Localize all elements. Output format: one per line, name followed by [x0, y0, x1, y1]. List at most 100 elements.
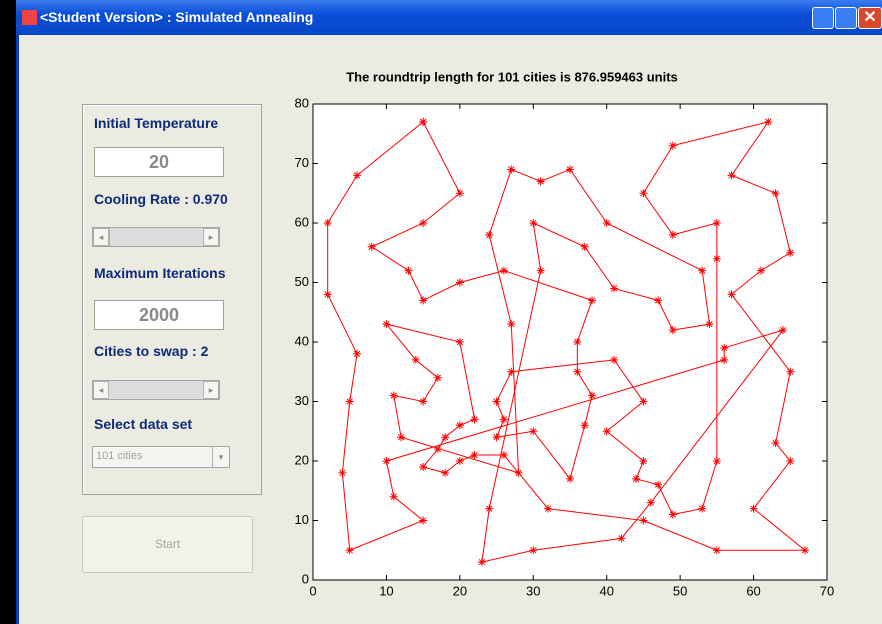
swap-label: Cities to swap : 2	[94, 343, 209, 359]
start-button[interactable]: Start	[82, 516, 253, 573]
dataset-dropdown[interactable]: 101 cities ▾	[92, 446, 230, 468]
y-tick-label: 0	[302, 571, 309, 586]
city-marker	[382, 320, 391, 329]
city-marker	[668, 141, 677, 150]
city-marker	[419, 397, 428, 406]
temperature-input[interactable]: 20	[94, 147, 224, 177]
city-marker	[455, 457, 464, 465]
chart-title: The roundtrip length for 101 cities is 8…	[346, 69, 678, 84]
city-marker	[397, 433, 406, 442]
temperature-label: Initial Temperature	[94, 115, 219, 131]
city-marker	[654, 480, 663, 489]
city-marker	[786, 248, 795, 257]
city-marker	[492, 397, 501, 406]
city-marker	[499, 415, 508, 424]
city-marker	[646, 498, 655, 507]
city-marker	[639, 397, 648, 406]
city-marker	[705, 320, 714, 329]
cooling-label: Cooling Rate : 0.970	[94, 191, 228, 207]
city-marker	[419, 117, 428, 126]
app-icon	[22, 10, 37, 25]
city-marker	[345, 546, 354, 555]
city-marker	[698, 504, 707, 513]
x-tick-label: 20	[453, 583, 467, 598]
city-marker	[580, 242, 589, 251]
window-title: <Student Version> : Simulated Annealing	[40, 9, 314, 25]
city-marker	[338, 468, 347, 477]
city-marker	[566, 165, 574, 174]
plot: The roundtrip length for 101 cities is 8…	[295, 69, 835, 598]
control-panel	[82, 104, 262, 495]
city-marker	[499, 451, 508, 460]
city-marker	[404, 266, 413, 275]
dataset-value: 101 cities	[96, 450, 143, 462]
city-marker	[800, 546, 809, 555]
x-tick-label: 0	[309, 583, 316, 598]
city-marker	[610, 355, 619, 364]
city-marker	[771, 439, 780, 448]
close-button[interactable]: ✕	[858, 7, 882, 29]
city-marker	[720, 343, 729, 352]
city-marker	[353, 349, 362, 358]
title-bar	[16, 0, 882, 35]
city-marker	[455, 189, 464, 198]
city-marker	[639, 457, 648, 465]
city-marker	[573, 338, 582, 346]
city-marker	[712, 254, 721, 263]
city-marker	[345, 397, 354, 406]
city-marker	[455, 278, 464, 287]
y-tick-label: 40	[295, 333, 309, 348]
city-marker	[617, 534, 626, 543]
city-marker	[433, 373, 442, 382]
x-tick-label: 10	[379, 583, 393, 598]
city-marker	[470, 415, 479, 424]
city-marker	[433, 445, 442, 454]
city-marker	[507, 367, 516, 376]
city-marker	[668, 510, 677, 519]
city-marker	[507, 320, 516, 329]
city-marker	[543, 504, 552, 513]
city-marker	[323, 219, 332, 227]
city-marker	[353, 171, 362, 180]
city-marker	[477, 558, 486, 567]
x-tick-label: 50	[673, 583, 687, 598]
iterations-input[interactable]: 2000	[94, 300, 224, 330]
city-marker	[455, 338, 464, 346]
city-marker	[367, 242, 376, 251]
city-marker	[492, 433, 501, 442]
city-marker	[712, 546, 721, 555]
cooling-slider[interactable]: ◂ ▸	[92, 227, 220, 247]
swap-slider[interactable]: ◂ ▸	[92, 380, 220, 400]
city-marker	[485, 230, 494, 239]
maximize-button[interactable]	[835, 7, 857, 29]
x-tick-label: 30	[526, 583, 540, 598]
y-tick-label: 80	[295, 95, 309, 110]
city-marker	[419, 462, 428, 471]
city-marker	[514, 468, 523, 477]
city-marker	[720, 355, 729, 364]
city-marker	[573, 367, 582, 376]
city-marker	[536, 177, 545, 186]
minimize-button[interactable]	[812, 7, 834, 29]
x-tick-label: 70	[820, 583, 834, 598]
city-marker	[566, 474, 574, 483]
city-marker	[602, 219, 611, 227]
city-marker	[485, 504, 494, 513]
city-marker	[727, 290, 736, 299]
city-marker	[786, 367, 795, 376]
city-marker	[654, 296, 663, 305]
city-marker	[588, 391, 597, 400]
city-marker	[389, 492, 398, 501]
city-marker	[632, 474, 641, 483]
city-marker	[580, 421, 589, 430]
city-marker	[389, 391, 398, 400]
dataset-label: Select data set	[94, 416, 193, 432]
x-tick-label: 60	[746, 583, 760, 598]
city-marker	[441, 468, 450, 477]
city-marker	[712, 219, 721, 227]
city-marker	[588, 296, 597, 305]
y-tick-label: 20	[295, 452, 309, 467]
y-tick-label: 30	[295, 393, 309, 408]
city-marker	[411, 355, 420, 364]
city-marker	[441, 433, 450, 442]
